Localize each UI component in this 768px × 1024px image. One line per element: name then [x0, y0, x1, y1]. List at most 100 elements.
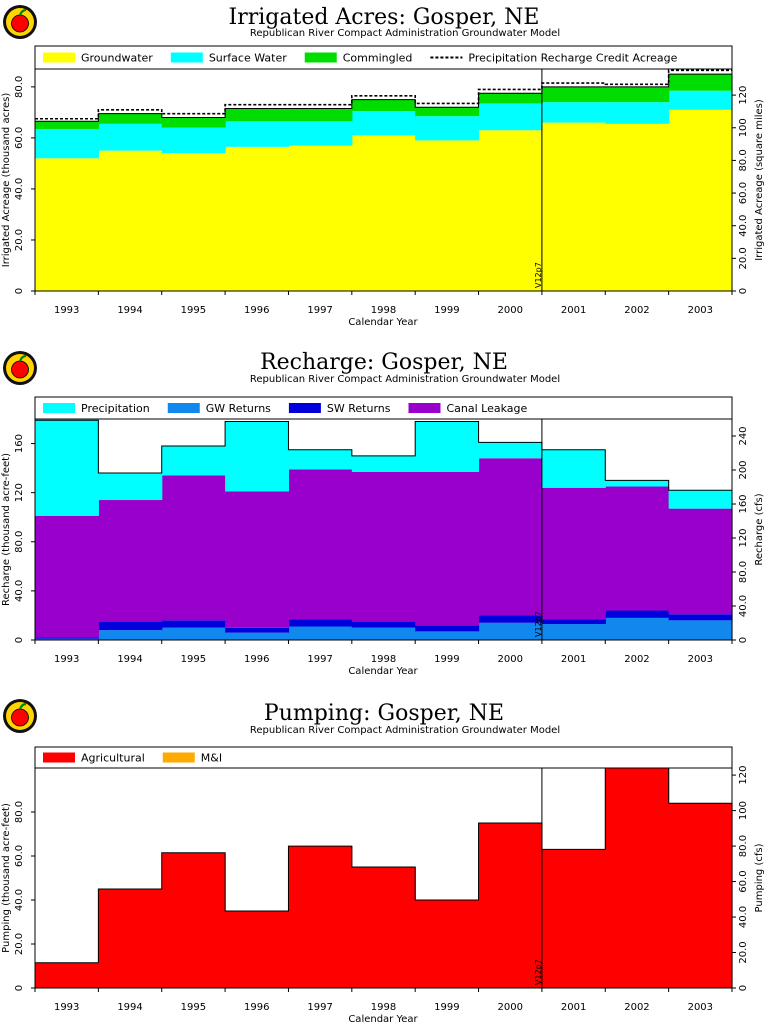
- x-tick-label: 1998: [371, 305, 396, 316]
- bar-gw-returns: [415, 631, 480, 640]
- bar-precipitation: [288, 449, 353, 470]
- bar-groundwater: [98, 150, 163, 291]
- bar-surface-water: [541, 102, 606, 123]
- logo-leaf: [18, 8, 27, 16]
- y-tick-label: 40.0: [14, 178, 25, 200]
- bar-groundwater: [415, 140, 480, 291]
- legend-label: Surface Water: [209, 52, 287, 65]
- legend-label: Canal Leakage: [447, 402, 528, 415]
- legend-label: Agricultural: [81, 752, 145, 765]
- logo-leaf: [18, 702, 27, 710]
- chart-subtitle: Republican River Compact Administration …: [250, 374, 560, 385]
- apple-logo-icon: [3, 5, 37, 39]
- bar-canal-leakage: [351, 471, 416, 622]
- bar-groundwater: [605, 123, 670, 292]
- bar-agricultural: [98, 889, 163, 988]
- legend-swatch: [43, 52, 75, 63]
- bar-commingled: [98, 113, 163, 124]
- y2-axis-title: Irrigated Acreage (square miles): [754, 99, 765, 261]
- bar-commingled: [351, 99, 416, 112]
- y2-tick-label: 60.0: [738, 870, 749, 892]
- chart-title: Irrigated Acres: Gosper, NE: [229, 5, 540, 30]
- bar-canal-leakage: [288, 469, 353, 620]
- legend: Precipitation GW Returns SW Returns Canal L…: [34, 396, 733, 420]
- bar-agricultural: [35, 962, 99, 988]
- bar-precipitation: [668, 490, 733, 509]
- step-outline: [35, 73, 732, 122]
- bar-agricultural: [541, 849, 606, 988]
- bar-canal-leakage: [541, 487, 606, 620]
- bar-surface-water: [478, 103, 543, 131]
- bar-surface-water: [35, 128, 99, 159]
- y-tick-label: 80.0: [14, 531, 25, 553]
- y-axis-title: Irrigated Acreage (thousand acres): [1, 93, 12, 268]
- x-tick-label: 2001: [561, 305, 586, 316]
- x-tick-label: 1993: [54, 1002, 79, 1013]
- y2-tick-label: 0: [738, 985, 749, 991]
- bar-sw-returns: [415, 625, 480, 632]
- legend-swatch: [162, 752, 195, 763]
- x-tick-label: 1993: [54, 305, 79, 316]
- bar-gw-returns: [351, 627, 416, 640]
- y2-tick-label: 120: [738, 86, 749, 105]
- bar-canal-leakage: [225, 491, 290, 628]
- bar-surface-water: [98, 123, 163, 151]
- bar-canal-leakage: [98, 500, 163, 622]
- legend-swatch: [408, 403, 441, 413]
- bar-commingled: [225, 108, 290, 122]
- bar-surface-water: [225, 121, 290, 147]
- y2-tick-label: 200: [738, 460, 749, 479]
- bar-groundwater: [35, 158, 99, 291]
- bar-commingled: [35, 121, 99, 129]
- legend-label: Precipitation: [81, 402, 150, 415]
- x-tick-label: 1999: [434, 305, 459, 316]
- step-outline: [35, 767, 732, 964]
- y-tick-label: 40.0: [14, 889, 25, 911]
- y2-tick-label: 80.0: [738, 149, 749, 171]
- legend: Agricultural M&I: [34, 746, 733, 769]
- bar-groundwater: [225, 146, 290, 291]
- x-tick-label: 1995: [181, 305, 206, 316]
- x-tick-label: 2000: [498, 654, 523, 665]
- bar-gw-returns: [478, 622, 543, 640]
- y2-tick-label: 240: [738, 426, 749, 445]
- y2-tick-label: 120: [738, 528, 749, 547]
- bar-precipitation: [478, 442, 543, 459]
- bar-agricultural: [478, 823, 543, 988]
- bar-sw-returns: [605, 610, 670, 618]
- bar-agricultural: [605, 768, 670, 988]
- y2-tick-label: 0: [738, 637, 749, 643]
- legend-label: GW Returns: [206, 402, 271, 415]
- y-tick-label: 0: [14, 985, 25, 991]
- bar-surface-water: [605, 102, 670, 124]
- legend-swatch: [43, 403, 75, 413]
- bar-gw-returns: [605, 617, 670, 640]
- bar-gw-returns: [288, 626, 353, 640]
- bar-canal-leakage: [605, 486, 670, 611]
- bar-precipitation: [98, 473, 163, 501]
- chart-subtitle: Republican River Compact Administration …: [250, 725, 560, 736]
- x-tick-label: 1998: [371, 654, 396, 665]
- bar-groundwater: [478, 130, 543, 291]
- bar-groundwater: [668, 109, 733, 292]
- y2-tick-label: 20.0: [738, 941, 749, 963]
- bar-sw-returns: [225, 627, 290, 633]
- bar-gw-returns: [35, 638, 99, 640]
- x-tick-label: 1999: [434, 1002, 459, 1013]
- bar-precipitation: [351, 455, 416, 472]
- bar-agricultural: [351, 867, 416, 988]
- y2-tick-label: 100: [738, 118, 749, 137]
- bar-commingled: [605, 86, 670, 103]
- x-tick-label: 2003: [688, 1002, 713, 1013]
- x-axis-title: Calendar Year: [348, 1014, 418, 1024]
- bar-surface-water: [288, 121, 353, 146]
- logo-leaf: [18, 354, 27, 362]
- y-axis-title: Recharge (thousand acre-feet): [1, 453, 12, 606]
- y2-tick-label: 160: [738, 494, 749, 513]
- legend-swatch: [167, 403, 200, 413]
- bar-canal-leakage: [161, 475, 226, 621]
- bar-commingled: [668, 74, 733, 91]
- bar-sw-returns: [668, 614, 733, 621]
- x-tick-label: 1994: [117, 654, 142, 665]
